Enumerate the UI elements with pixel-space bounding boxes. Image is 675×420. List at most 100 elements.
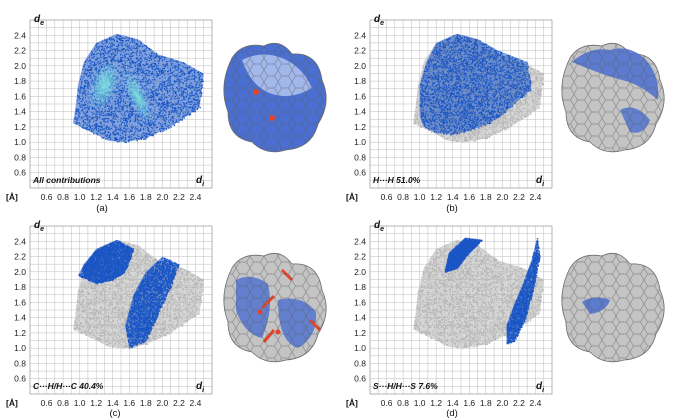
y-tick-label: 2.2 [14,46,26,56]
x-tick-label: 1.0 [414,398,426,408]
x-tick-label: 2.0 [496,192,508,202]
y-tick-label: 0.8 [354,358,366,368]
x-tick-label: 2.4 [530,192,542,202]
x-tick-label: 1.0 [74,192,86,202]
contact-spot [269,115,275,121]
y-tick-label: 2.2 [14,252,26,262]
y-tick-label: 2.2 [354,46,366,56]
x-tick-label: 1.2 [430,192,442,202]
x-tick-label: 2.4 [190,398,202,408]
molecule-skeleton [561,43,665,152]
highlight-points-fill [419,33,532,135]
x-tick-label: 0.8 [397,398,409,408]
x-tick-label: 1.2 [90,192,102,202]
plot-frame [369,225,553,395]
y-tick-label: 0.6 [354,168,366,178]
unit-label: [Å] [346,192,358,202]
fingerprint-panel-2: 0.6 0.8 1.0 1.2 1.4 1.6 1.8 2.0 2.2 2.4 0.6 0.8 1.0 1… [346,14,665,214]
hirshfeld-surface-image [223,252,327,363]
y-tick-label: 1.4 [354,313,366,323]
x-tick-label: 1.6 [463,398,475,408]
x-tick-label: 0.6 [41,398,53,408]
y-axis-label: de [374,14,384,27]
x-tick-label: 1.4 [447,398,459,408]
panel-letter: (d) [446,408,458,419]
unit-label: [Å] [6,192,18,202]
contribution-label: S···H/H···S 7.6% [373,381,438,391]
y-axis-label: de [34,220,44,233]
x-tick-label: 1.8 [480,192,492,202]
x-tick-label: 1.8 [140,192,152,202]
hirshfeld-surface-image [561,252,665,363]
y-tick-label: 2.4 [354,30,366,40]
x-tick-label: 1.6 [463,192,475,202]
y-tick-label: 2.4 [14,30,26,40]
x-axis-label: di [536,175,545,188]
x-tick-label: 1.0 [414,192,426,202]
x-tick-label: 1.2 [430,398,442,408]
x-axis-label: di [196,175,205,188]
contact-spot [257,309,263,315]
y-tick-label: 1.2 [354,122,366,132]
fingerprint-panel-3: 0.6 0.8 1.0 1.2 1.4 1.6 1.8 2.0 2.2 2.4 0.6 0.8 1.0 1… [6,220,327,419]
x-tick-label: 2.0 [156,398,168,408]
panel-letter: (a) [96,203,108,214]
hirshfeld-surface-image [561,42,665,153]
y-tick-label: 0.8 [14,358,26,368]
y-tick-label: 1.0 [354,137,366,147]
y-tick-label: 1.4 [14,107,26,117]
scatter-points [73,33,204,143]
x-tick-label: 1.4 [447,192,459,202]
y-tick-label: 1.6 [354,91,366,101]
x-tick-label: 0.8 [57,398,69,408]
y-tick-label: 0.6 [354,374,366,384]
highlight-points-fill [444,237,482,272]
x-tick-label: 2.2 [513,192,525,202]
molecule-skeleton [561,253,665,362]
contribution-label: H···H 51.0% [373,175,421,185]
x-tick-label: 2.0 [156,192,168,202]
x-tick-label: 1.8 [480,398,492,408]
x-tick-label: 1.4 [107,398,119,408]
x-tick-label: 2.2 [173,398,185,408]
highlight-points-fill [125,256,179,349]
x-tick-label: 1.2 [90,398,102,408]
x-tick-label: 0.8 [57,192,69,202]
x-tick-label: 0.6 [381,398,393,408]
y-tick-label: 1.2 [14,328,26,338]
y-tick-label: 1.2 [14,122,26,132]
density-hotspot [122,68,153,124]
y-tick-label: 2.0 [14,267,26,277]
y-tick-label: 1.8 [354,282,366,292]
y-tick-label: 1.8 [14,76,26,86]
y-tick-label: 0.8 [14,152,26,162]
hirshfeld-surface-image [223,42,327,153]
y-tick-label: 2.2 [354,252,366,262]
y-tick-label: 2.0 [354,61,366,71]
scatter-points [413,237,544,349]
y-tick-label: 1.8 [14,282,26,292]
y-tick-label: 0.6 [14,374,26,384]
x-tick-label: 2.2 [173,192,185,202]
y-tick-label: 1.6 [14,91,26,101]
x-tick-label: 0.6 [381,192,393,202]
y-tick-label: 1.6 [14,297,26,307]
y-tick-label: 0.8 [354,152,366,162]
contribution-label: All contributions [32,175,101,185]
x-axis-label: di [536,381,545,394]
x-tick-label: 1.0 [74,398,86,408]
x-tick-label: 1.6 [123,192,135,202]
unit-label: [Å] [346,398,358,408]
y-tick-label: 1.8 [354,76,366,86]
x-tick-label: 2.4 [190,192,202,202]
density-hotspot [88,60,121,110]
y-tick-label: 1.6 [354,297,366,307]
y-tick-label: 1.4 [14,313,26,323]
plot-frame [369,19,553,189]
scatter-points [73,239,204,349]
contact-spot [275,329,281,335]
molecule-skeleton [223,43,327,152]
x-tick-label: 2.2 [513,398,525,408]
y-tick-label: 2.0 [354,267,366,277]
contact-spot [253,89,259,95]
